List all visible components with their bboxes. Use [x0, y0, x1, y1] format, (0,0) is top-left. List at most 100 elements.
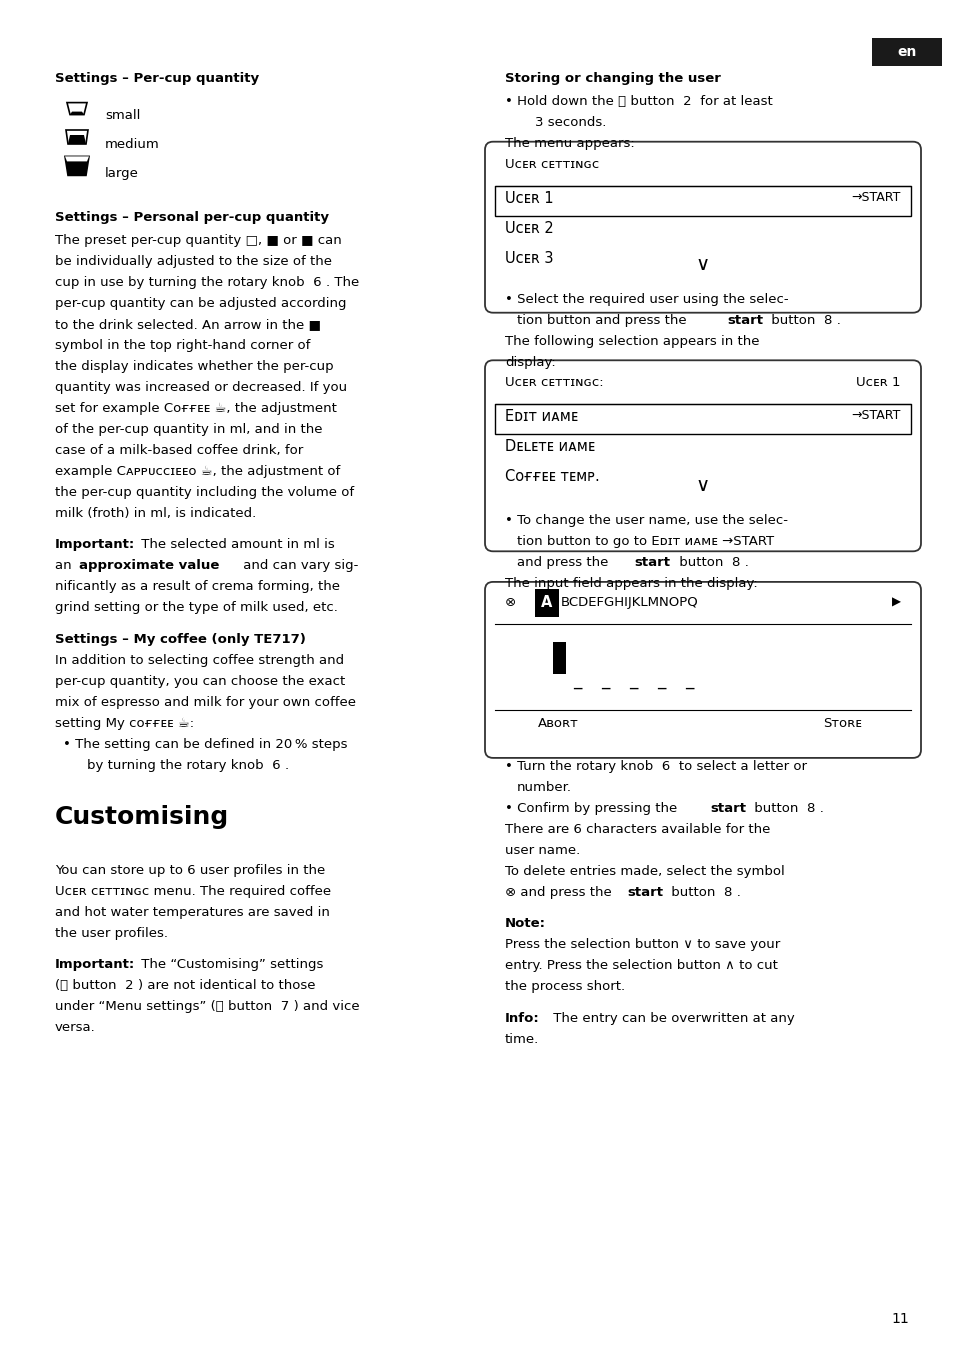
Text: milk (froth) in ml, is indicated.: milk (froth) in ml, is indicated.: [55, 506, 256, 520]
Text: The input field appears in the display:: The input field appears in the display:: [504, 577, 757, 590]
Text: ⊗ and press the: ⊗ and press the: [504, 886, 616, 899]
Text: The selected amount in ml is: The selected amount in ml is: [137, 538, 335, 551]
Text: 11: 11: [890, 1312, 908, 1326]
Text: an: an: [55, 559, 76, 573]
Text: and can vary sig-: and can vary sig-: [239, 559, 358, 573]
Text: to the drink selected. An arrow in the ■: to the drink selected. An arrow in the ■: [55, 318, 320, 330]
Text: Storing or changing the user: Storing or changing the user: [504, 72, 720, 85]
Text: The preset per-cup quantity □, ■ or ■ can: The preset per-cup quantity □, ■ or ■ ca…: [55, 234, 341, 246]
Text: Uᴄᴇʀ ᴄᴇᴛᴛɪɴɢᴄ:: Uᴄᴇʀ ᴄᴇᴛᴛɪɴɢᴄ:: [504, 376, 603, 390]
FancyBboxPatch shape: [484, 360, 920, 551]
Text: →START: →START: [851, 191, 900, 203]
FancyBboxPatch shape: [495, 405, 910, 435]
Text: Settings – Personal per-cup quantity: Settings – Personal per-cup quantity: [55, 211, 329, 223]
Text: Note:: Note:: [504, 918, 545, 930]
Text: setting My ᴄᴏғғᴇᴇ ☕:: setting My ᴄᴏғғᴇᴇ ☕:: [55, 716, 193, 730]
Text: ▶: ▶: [891, 596, 900, 609]
Text: tion button to go to Eᴅɪᴛ ᴎᴀᴍᴇ →START: tion button to go to Eᴅɪᴛ ᴎᴀᴍᴇ →START: [517, 535, 773, 548]
FancyBboxPatch shape: [553, 642, 565, 674]
Text: be individually adjusted to the size of the: be individually adjusted to the size of …: [55, 255, 332, 268]
Text: set for example Cᴏғғᴇᴇ ☕, the adjustment: set for example Cᴏғғᴇᴇ ☕, the adjustment: [55, 402, 336, 414]
Text: time.: time.: [504, 1033, 538, 1045]
FancyBboxPatch shape: [484, 142, 920, 313]
Text: Important:: Important:: [55, 959, 135, 971]
Text: button  8 .: button 8 .: [675, 556, 748, 569]
Text: button  8 .: button 8 .: [766, 314, 840, 326]
Text: You can store up to 6 user profiles in the: You can store up to 6 user profiles in t…: [55, 864, 325, 876]
Polygon shape: [68, 135, 86, 144]
Text: 3 seconds.: 3 seconds.: [535, 116, 606, 129]
Text: A: A: [540, 596, 552, 611]
Text: _: _: [628, 670, 637, 689]
Text: entry. Press the selection button ∧ to cut: entry. Press the selection button ∧ to c…: [504, 960, 777, 972]
Text: _: _: [684, 670, 693, 689]
Text: the process short.: the process short.: [504, 980, 624, 994]
Text: and press the: and press the: [517, 556, 612, 569]
Text: start: start: [709, 802, 745, 815]
Text: ∨: ∨: [695, 255, 709, 274]
FancyBboxPatch shape: [484, 582, 920, 758]
Text: _: _: [573, 670, 580, 689]
Text: The “Customising” settings: The “Customising” settings: [137, 959, 323, 971]
Text: Dᴇʟᴇᴛᴇ ᴎᴀᴍᴇ: Dᴇʟᴇᴛᴇ ᴎᴀᴍᴇ: [504, 439, 595, 455]
Text: The entry can be overwritten at any: The entry can be overwritten at any: [548, 1011, 794, 1025]
FancyBboxPatch shape: [871, 38, 941, 66]
Text: by turning the rotary knob  6 .: by turning the rotary knob 6 .: [87, 758, 289, 772]
Text: and hot water temperatures are saved in: and hot water temperatures are saved in: [55, 906, 330, 919]
Text: The following selection appears in the: The following selection appears in the: [504, 334, 759, 348]
Text: Sᴛᴏʀᴇ: Sᴛᴏʀᴇ: [822, 718, 862, 730]
Text: large: large: [105, 168, 139, 180]
Text: button  8 .: button 8 .: [666, 886, 740, 899]
Text: Customising: Customising: [55, 804, 229, 829]
Text: →START: →START: [851, 409, 900, 422]
Text: Uᴄᴇʀ 3: Uᴄᴇʀ 3: [504, 250, 553, 265]
Text: _: _: [600, 670, 609, 689]
Text: Uᴄᴇʀ 1: Uᴄᴇʀ 1: [504, 191, 553, 206]
Polygon shape: [70, 111, 84, 115]
Polygon shape: [67, 103, 87, 115]
Text: the user profiles.: the user profiles.: [55, 926, 168, 940]
Text: • Turn the rotary knob  6  to select a letter or: • Turn the rotary knob 6 to select a let…: [504, 760, 806, 773]
FancyBboxPatch shape: [535, 589, 558, 617]
Text: start: start: [726, 314, 762, 326]
Text: under “Menu settings” (Ⓘ button  7 ) and vice: under “Menu settings” (Ⓘ button 7 ) and …: [55, 1001, 359, 1013]
Text: (⛲ button  2 ) are not identical to those: (⛲ button 2 ) are not identical to those: [55, 979, 315, 992]
Text: ∨: ∨: [695, 477, 709, 496]
Text: Uᴄᴇʀ ᴄᴇᴛᴛɪɴɢᴄ menu. The required coffee: Uᴄᴇʀ ᴄᴇᴛᴛɪɴɢᴄ menu. The required coffee: [55, 884, 331, 898]
Text: quantity was increased or decreased. If you: quantity was increased or decreased. If …: [55, 380, 347, 394]
Text: ⊗: ⊗: [504, 596, 516, 609]
Text: medium: medium: [105, 138, 159, 152]
Text: the per-cup quantity including the volume of: the per-cup quantity including the volum…: [55, 486, 354, 498]
Text: • The setting can be defined in 20 % steps: • The setting can be defined in 20 % ste…: [63, 738, 347, 750]
Text: Uᴄᴇʀ 2: Uᴄᴇʀ 2: [504, 221, 553, 236]
Text: display:: display:: [504, 356, 556, 368]
Text: Important:: Important:: [55, 538, 135, 551]
Text: Settings – Per-cup quantity: Settings – Per-cup quantity: [55, 72, 259, 85]
Text: _: _: [657, 670, 664, 689]
Text: To delete entries made, select the symbol: To delete entries made, select the symbo…: [504, 865, 784, 877]
Text: Settings – My coffee (only TE717): Settings – My coffee (only TE717): [55, 632, 306, 646]
Text: Cᴏғғᴇᴇ ᴛᴇᴍᴘ.: Cᴏғғᴇᴇ ᴛᴇᴍᴘ.: [504, 470, 599, 485]
Polygon shape: [65, 157, 89, 161]
Text: mix of espresso and milk for your own coffee: mix of espresso and milk for your own co…: [55, 696, 355, 708]
Text: of the per-cup quantity in ml, and in the: of the per-cup quantity in ml, and in th…: [55, 422, 322, 436]
Text: button  8 .: button 8 .: [749, 802, 823, 815]
Text: number.: number.: [517, 781, 572, 793]
Text: • Confirm by pressing the: • Confirm by pressing the: [504, 802, 680, 815]
Text: user name.: user name.: [504, 844, 579, 857]
Text: case of a milk-based coffee drink, for: case of a milk-based coffee drink, for: [55, 444, 303, 456]
Text: Eᴅɪᴛ ᴎᴀᴍᴇ: Eᴅɪᴛ ᴎᴀᴍᴇ: [504, 409, 578, 424]
Text: Uᴄᴇʀ ᴄᴇᴛᴛɪɴɢᴄ: Uᴄᴇʀ ᴄᴇᴛᴛɪɴɢᴄ: [504, 157, 598, 171]
Text: en: en: [897, 45, 916, 60]
Text: start: start: [626, 886, 662, 899]
Text: • Hold down the ⛲ button  2  for at least: • Hold down the ⛲ button 2 for at least: [504, 95, 772, 108]
FancyBboxPatch shape: [495, 185, 910, 215]
Text: nificantly as a result of crema forming, the: nificantly as a result of crema forming,…: [55, 581, 339, 593]
Text: symbol in the top right-hand corner of: symbol in the top right-hand corner of: [55, 338, 310, 352]
Text: per-cup quantity, you can choose the exact: per-cup quantity, you can choose the exa…: [55, 674, 345, 688]
Text: Uᴄᴇʀ 1: Uᴄᴇʀ 1: [856, 376, 900, 390]
Polygon shape: [66, 130, 88, 144]
Text: approximate value: approximate value: [79, 559, 219, 573]
Text: the display indicates whether the per-cup: the display indicates whether the per-cu…: [55, 360, 334, 372]
Text: • Select the required user using the selec-: • Select the required user using the sel…: [504, 292, 788, 306]
